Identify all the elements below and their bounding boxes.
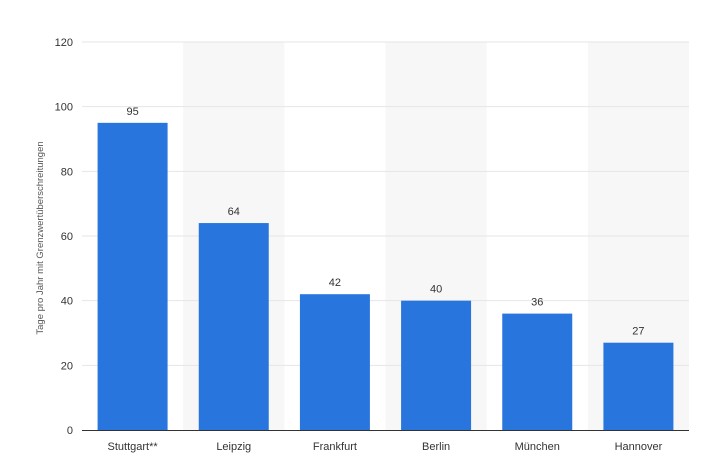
bars — [97, 122, 674, 430]
x-tick-label-0: Stuttgart** — [108, 441, 159, 453]
x-tick-label-1: Leipzig — [216, 441, 251, 453]
x-tick-label-4: München — [515, 441, 560, 453]
y-tick-label-60: 60 — [61, 231, 73, 243]
y-axis-title: Tage pro Jahr mit Grenzwertüberschreitun… — [35, 141, 46, 334]
x-tick-label-2: Frankfurt — [313, 441, 357, 453]
bar-2[interactable] — [299, 294, 370, 430]
data-labels: 95 64 42 40 36 27 — [126, 106, 644, 338]
data-label-4: 36 — [531, 297, 543, 309]
data-label-3: 40 — [430, 284, 442, 296]
y-tick-label-40: 40 — [61, 296, 73, 308]
bar-3[interactable] — [401, 300, 472, 430]
data-label-0: 95 — [126, 106, 138, 118]
gridlines — [82, 41, 689, 366]
x-axis-labels: Stuttgart** Leipzig Frankfurt Berlin München… — [108, 441, 663, 453]
y-tick-label-120: 120 — [55, 37, 73, 49]
x-tick-label-5: Hannover — [615, 441, 663, 453]
data-label-2: 42 — [329, 277, 341, 289]
y-tick-label-20: 20 — [61, 360, 73, 372]
bar-1[interactable] — [198, 223, 269, 430]
y-axis-ticks: 0 20 40 60 80 100 120 — [55, 37, 73, 437]
bar-4[interactable] — [502, 313, 573, 430]
x-tick-label-3: Berlin — [422, 441, 450, 453]
bar-0[interactable] — [97, 122, 168, 430]
y-tick-label-0: 0 — [67, 425, 73, 437]
y-tick-label-80: 80 — [61, 166, 73, 178]
y-tick-label-100: 100 — [55, 102, 73, 114]
bar-5[interactable] — [603, 342, 674, 430]
data-label-1: 64 — [228, 206, 240, 218]
data-label-5: 27 — [632, 326, 644, 338]
